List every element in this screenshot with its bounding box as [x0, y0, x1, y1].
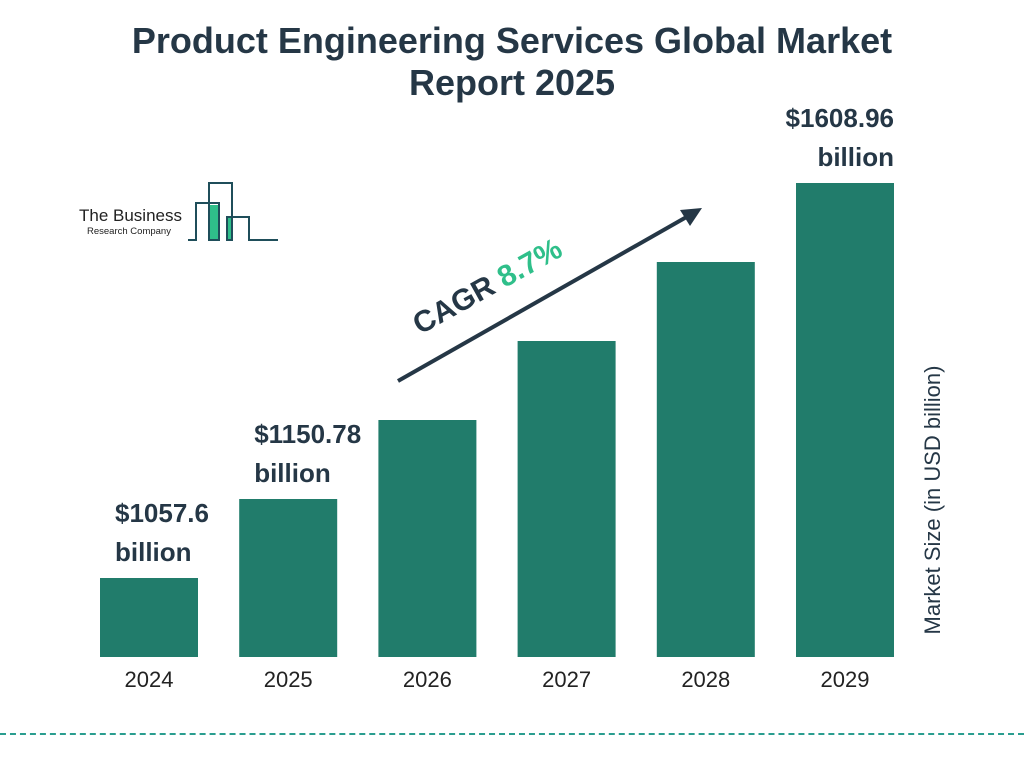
chart-title: Product Engineering Services Global Mark…	[0, 20, 1024, 104]
logo-text: The Business	[79, 206, 182, 225]
arrow-head-icon	[680, 208, 702, 226]
cagr-label: CAGR	[407, 265, 508, 341]
data-label: billion	[817, 142, 894, 172]
logo-buildings-icon	[188, 182, 278, 241]
bar-2026	[378, 420, 477, 657]
x-tick-label: 2028	[681, 667, 730, 692]
bar-2028	[656, 262, 755, 657]
cagr-annotation: CAGR 8.7%	[407, 232, 567, 341]
data-label: $1608.96	[786, 103, 894, 133]
bar-2025	[239, 499, 338, 657]
bar-2024	[100, 578, 198, 657]
y-axis-label: Market Size (in USD billion)	[920, 365, 945, 635]
divider	[0, 733, 1024, 735]
title-line-2: Report 2025	[408, 62, 616, 103]
x-tick-label: 2025	[264, 667, 313, 692]
data-label: $1057.6	[115, 498, 209, 528]
title-line-1: Product Engineering Services Global Mark…	[131, 20, 893, 61]
data-label: billion	[115, 537, 192, 567]
data-label: $1150.78	[254, 419, 361, 449]
x-tick-label: 2029	[821, 667, 870, 692]
data-label: billion	[254, 458, 331, 488]
cagr-value: 8.7%	[492, 232, 568, 294]
logo-subtext: Research Company	[87, 226, 171, 237]
bar-2027	[517, 341, 616, 657]
x-tick-label: 2026	[403, 667, 452, 692]
cagr-arrow	[397, 213, 691, 383]
x-tick-label: 2024	[125, 667, 174, 692]
x-tick-label: 2027	[542, 667, 591, 692]
bar-2029	[796, 183, 894, 657]
company-logo: The Business Research Company	[78, 180, 288, 245]
